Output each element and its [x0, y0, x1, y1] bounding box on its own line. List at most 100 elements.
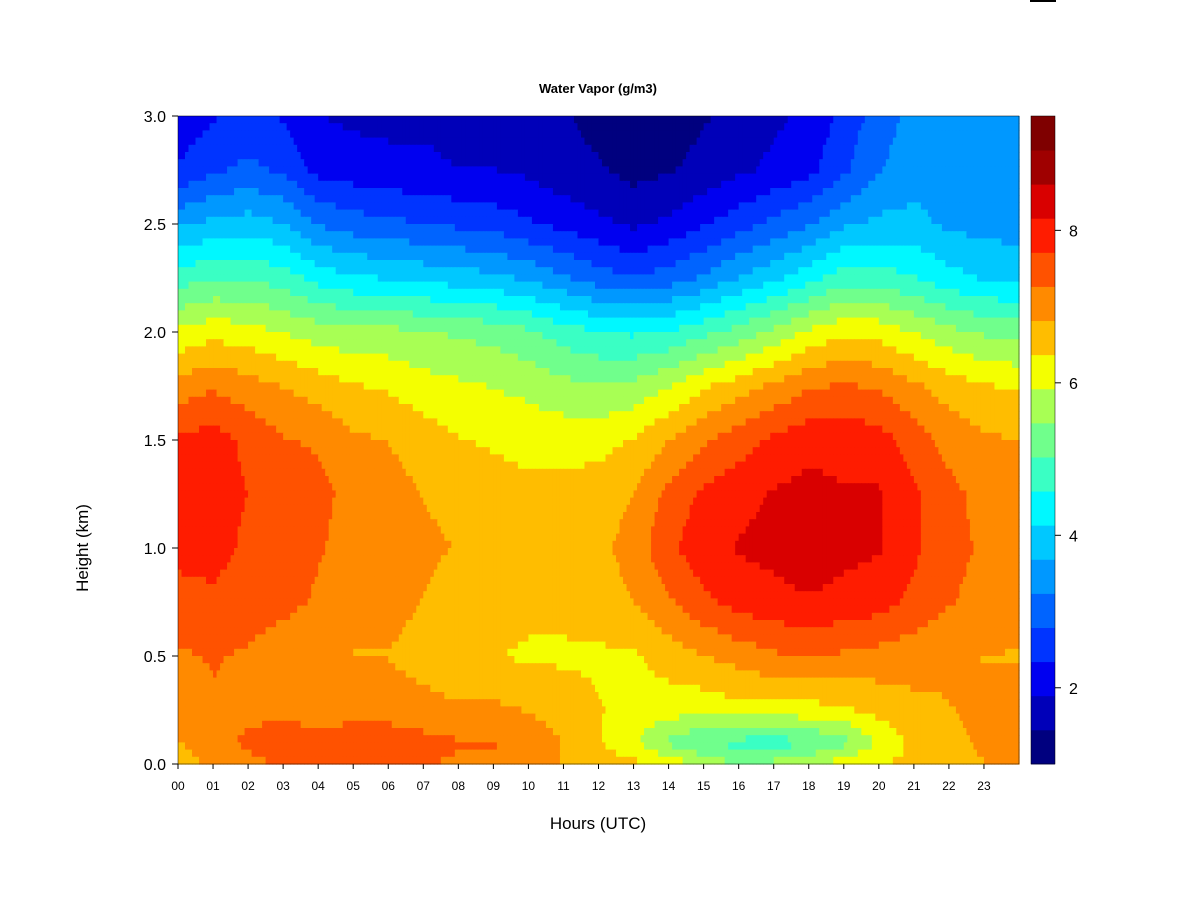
heatmap-cell — [349, 209, 354, 218]
heatmap-cell — [388, 144, 393, 153]
heatmap-cell — [724, 173, 729, 182]
heatmap-cell — [510, 224, 515, 232]
heatmap-cell — [339, 209, 344, 218]
heatmap-cell — [644, 130, 649, 139]
heatmap-cell — [948, 202, 954, 211]
heatmap-cell — [745, 130, 750, 139]
heatmap-cell — [405, 166, 410, 175]
heatmap-cell — [416, 159, 421, 167]
heatmap-cell — [416, 202, 421, 211]
heatmap-cell — [461, 216, 466, 225]
heatmap-cell — [885, 209, 890, 218]
heatmap-cell — [493, 209, 498, 218]
heatmap-cell — [391, 144, 396, 153]
heatmap-cell — [199, 116, 204, 124]
heatmap-cell — [293, 231, 298, 239]
heatmap-cell — [640, 224, 645, 232]
heatmap-cell — [896, 216, 901, 225]
heatmap-cell — [815, 116, 820, 124]
heatmap-cell — [780, 260, 785, 268]
heatmap-cell — [549, 260, 554, 268]
heatmap-cell — [395, 123, 400, 131]
heatmap-cell — [805, 180, 810, 189]
heatmap-cell — [507, 252, 512, 261]
heatmap-cell — [230, 245, 235, 254]
heatmap-cell — [458, 231, 463, 239]
heatmap-cell — [871, 159, 876, 167]
heatmap-cell — [591, 188, 596, 196]
heatmap-cell — [559, 166, 565, 175]
heatmap-cell — [661, 252, 666, 261]
heatmap-cell — [976, 116, 982, 124]
heatmap-cell — [531, 130, 537, 139]
heatmap-cell — [192, 152, 197, 160]
heatmap-cell — [409, 116, 414, 124]
heatmap-cell — [784, 166, 789, 175]
heatmap-cell — [465, 245, 470, 254]
heatmap-cell — [507, 173, 512, 182]
heatmap-cell — [997, 152, 1003, 160]
heatmap-cell — [805, 137, 810, 146]
heatmap-cell — [990, 238, 996, 247]
heatmap-cell — [248, 238, 253, 247]
heatmap-cell — [686, 144, 691, 153]
heatmap-cell — [202, 173, 207, 182]
heatmap-cell — [486, 224, 491, 232]
heatmap-cell — [675, 209, 680, 218]
heatmap-cell — [878, 188, 883, 196]
heatmap-cell — [290, 130, 295, 139]
heatmap-cell — [314, 152, 319, 160]
heatmap-cell — [721, 252, 726, 261]
heatmap-cell — [276, 188, 281, 196]
heatmap-cell — [482, 252, 487, 261]
heatmap-cell — [374, 202, 379, 211]
heatmap-cell — [388, 130, 393, 139]
heatmap-cell — [899, 188, 904, 196]
heatmap-cell — [896, 188, 901, 196]
heatmap-cell — [780, 159, 785, 167]
heatmap-cell — [451, 152, 456, 160]
heatmap-cell — [623, 195, 628, 203]
heatmap-cell — [220, 123, 225, 131]
heatmap-cell — [188, 224, 193, 232]
heatmap-cell — [903, 116, 908, 124]
heatmap-cell — [451, 252, 456, 261]
heatmap-cell — [451, 195, 456, 203]
heatmap-cell — [833, 159, 838, 167]
heatmap-cell — [822, 188, 827, 196]
heatmap-cell — [847, 252, 852, 261]
heatmap-cell — [398, 188, 403, 196]
heatmap-cell — [433, 180, 438, 189]
heatmap-cell — [665, 231, 670, 239]
heatmap-cell — [1008, 123, 1013, 131]
heatmap-cell — [297, 195, 302, 203]
heatmap-cell — [328, 166, 333, 175]
heatmap-cell — [384, 159, 389, 167]
heatmap-cell — [647, 166, 652, 175]
heatmap-cell — [570, 166, 575, 175]
heatmap-cell — [826, 260, 831, 268]
heatmap-cell — [602, 116, 607, 124]
heatmap-cell — [258, 159, 263, 167]
heatmap-cell — [290, 238, 295, 247]
heatmap-cell — [419, 224, 424, 232]
heatmap-cell — [566, 216, 572, 225]
heatmap-cell — [503, 166, 508, 175]
heatmap-cell — [980, 216, 985, 225]
heatmap-cell — [300, 180, 305, 189]
heatmap-cell — [917, 152, 922, 160]
heatmap-cell — [728, 224, 733, 232]
heatmap-cell — [892, 130, 897, 139]
heatmap-cell — [658, 238, 663, 247]
heatmap-cell — [454, 152, 459, 160]
heatmap-cell — [871, 245, 876, 254]
heatmap-cell — [199, 224, 204, 232]
heatmap-cell — [262, 238, 267, 247]
heatmap-cell — [178, 166, 183, 175]
heatmap-cell — [850, 216, 855, 225]
heatmap-cell — [486, 245, 491, 254]
heatmap-cell — [875, 188, 880, 196]
heatmap-cell — [293, 152, 298, 160]
heatmap-cell — [710, 195, 715, 203]
heatmap-cell — [237, 159, 242, 167]
